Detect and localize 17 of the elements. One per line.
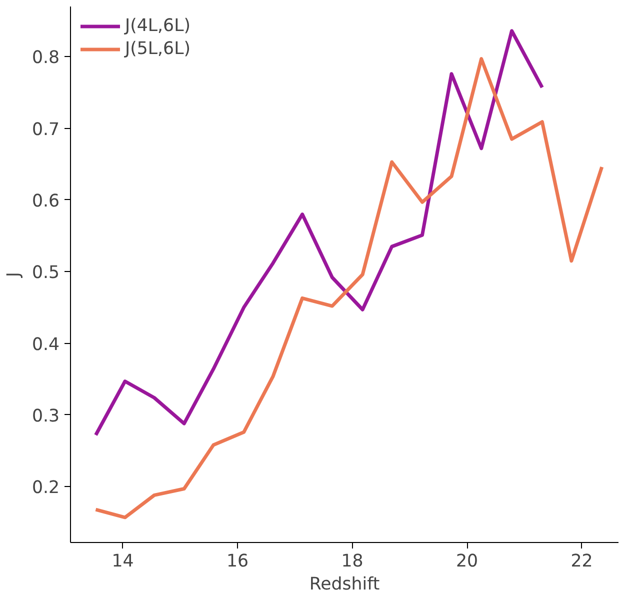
x-tick-label: 22 xyxy=(570,552,593,572)
x-tick-label: 14 xyxy=(112,552,134,572)
y-tick-label: 0.4 xyxy=(32,334,60,355)
x-axis-title: Redshift xyxy=(309,574,380,594)
y-tick-label: 0.6 xyxy=(32,191,60,212)
x-tick-label: 16 xyxy=(226,552,249,572)
y-tick-label: 0.2 xyxy=(32,478,60,498)
y-tick-label: 0.8 xyxy=(32,48,60,68)
y-tick-label: 0.7 xyxy=(32,120,60,140)
x-tick-label: 20 xyxy=(456,552,478,572)
legend-label: J(4L,6L) xyxy=(125,16,190,36)
y-tick-label: 0.3 xyxy=(32,406,60,426)
line-series xyxy=(94,57,604,520)
y-tick-label: 0.5 xyxy=(32,263,60,284)
x-tick-label: 18 xyxy=(341,552,364,572)
y-axis-title: J xyxy=(4,272,24,278)
legend-label: J(5L,6L) xyxy=(125,39,190,59)
